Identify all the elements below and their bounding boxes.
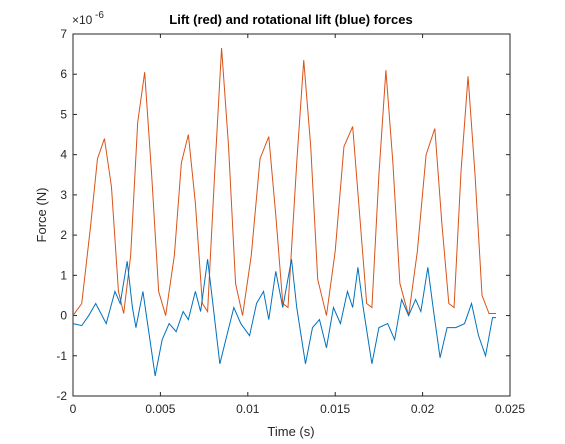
x-tick-label: 0: [70, 402, 77, 416]
y-tick-label: 5: [60, 107, 67, 121]
x-tick-label: 0.01: [236, 402, 260, 416]
chart-title: Lift (red) and rotational lift (blue) fo…: [169, 12, 412, 27]
x-tick-label: 0.025: [495, 402, 525, 416]
y-tick-label: 6: [60, 67, 67, 81]
y-tick-label: 2: [60, 228, 67, 242]
y-exponent-base: ×10: [72, 13, 93, 27]
x-tick-label: 0.015: [320, 402, 350, 416]
y-tick-label: 0: [60, 309, 67, 323]
y-tick-label: 1: [60, 268, 67, 282]
x-tick-label: 0.02: [411, 402, 435, 416]
y-tick-label: -1: [56, 349, 67, 363]
y-tick-label: 3: [60, 188, 67, 202]
y-tick-label: -2: [56, 389, 67, 403]
x-tick-label: 0.005: [145, 402, 175, 416]
y-tick-label: 4: [60, 148, 67, 162]
data-line: [72, 259, 497, 376]
y-exponent: -6: [95, 10, 104, 21]
y-tick-label: 7: [60, 27, 67, 41]
y-axis-label: Force (N): [34, 188, 49, 243]
x-axis-label: Time (s): [267, 424, 314, 439]
data-line: [72, 48, 497, 316]
plot-area: [72, 33, 511, 397]
